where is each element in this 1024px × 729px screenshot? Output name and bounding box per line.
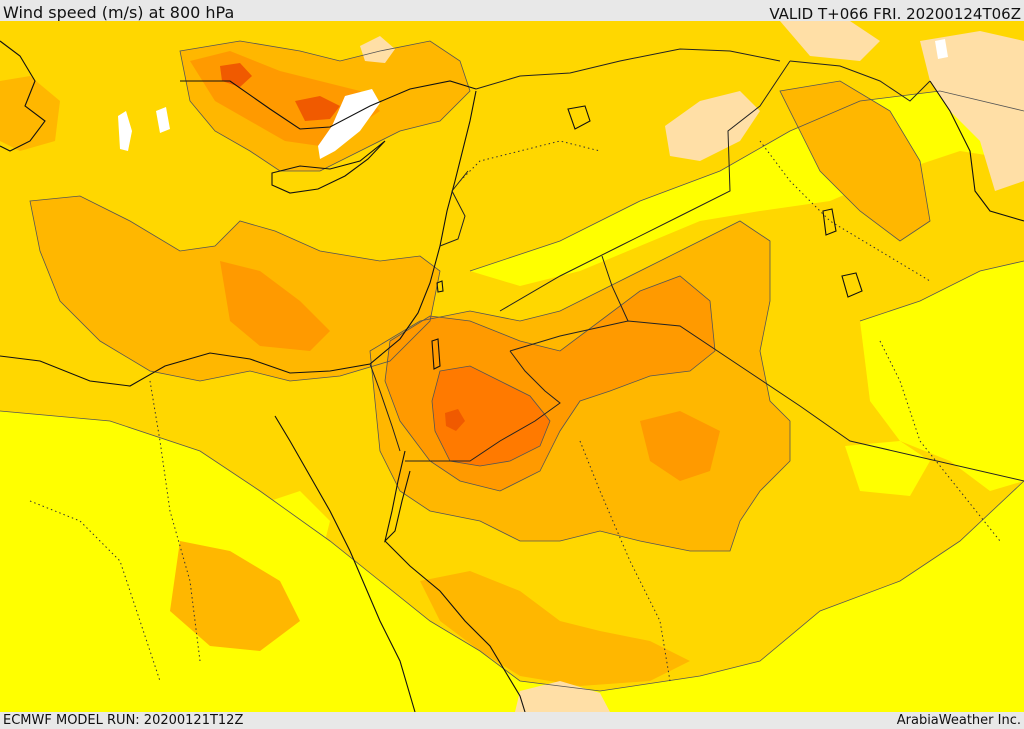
sea-of-galilee-outline: [436, 280, 444, 293]
contour-line-4: [384, 275, 716, 492]
header-bar: Wind speed (m/s) at 800 hPa VALID T+066 …: [0, 0, 1024, 23]
internal-border-2: [579, 440, 671, 682]
very-light-wind-patch-nw: [360, 36, 395, 63]
border-levant-iraq: [499, 60, 791, 312]
dead-sea-outline: [431, 338, 441, 370]
light-wind-patch-egypt: [0, 511, 90, 591]
border-syria-turkey: [475, 48, 781, 90]
strong-wind-region-iraq: [780, 81, 930, 241]
calm-patch-aegean-1: [118, 111, 132, 151]
very-light-wind-patch-iran: [920, 31, 1024, 191]
stronger-wind-patch-east: [640, 411, 720, 481]
coastline-aegean: [0, 40, 46, 152]
peak-wind-core-north: [295, 96, 340, 121]
contour-line-1: [0, 410, 1024, 692]
lake-east-outline: [822, 208, 837, 236]
border-lebanon-syria: [439, 170, 469, 247]
footer-bar: ECMWF MODEL RUN: 20200121T12Z ArabiaWeat…: [0, 712, 1024, 729]
internal-border-1: [149, 380, 201, 662]
internal-border-6: [29, 500, 161, 682]
strongest-wind-core: [432, 366, 550, 466]
stronger-wind-region-cyprus: [220, 261, 330, 351]
peak-wind-core-south: [445, 409, 465, 431]
coastline-cyprus: [271, 140, 386, 194]
map-title: Wind speed (m/s) at 800 hPa: [3, 3, 235, 22]
border-egypt-israel: [369, 363, 401, 452]
coastline-turkey: [180, 80, 477, 130]
contour-line-3: [369, 220, 791, 552]
contour-line-8: [779, 80, 931, 242]
contour-line-9: [859, 260, 1024, 322]
border-jordan-iraq: [601, 255, 629, 322]
light-wind-patch-sinai: [270, 491, 330, 566]
strong-wind-patch-west: [0, 76, 60, 151]
very-light-wind-patch-ne: [780, 21, 880, 61]
strong-wind-region-saudi: [420, 571, 690, 686]
strong-wind-region-nile: [170, 541, 300, 651]
coastline-gulf-of-suez: [274, 415, 416, 712]
lake-east-2-outline: [841, 272, 863, 298]
very-light-wind-patch-iraq: [665, 91, 760, 161]
calm-patch-east: [935, 39, 948, 59]
internal-border-5: [459, 140, 601, 182]
wind-speed-map[interactable]: [0, 21, 1024, 712]
coastline-red-sea-east: [384, 540, 526, 712]
credit-label: ArabiaWeather Inc.: [896, 713, 1021, 728]
lake-north-outline: [567, 105, 591, 130]
calm-patch-cyprus: [318, 89, 380, 159]
contour-line-7: [179, 40, 471, 172]
very-light-wind-patch-arabia: [515, 681, 610, 712]
contour-line-2: [29, 195, 441, 382]
coastline-persian-gulf: [929, 80, 1024, 222]
light-wind-region-east: [860, 261, 1024, 491]
valid-time: VALID T+066 FRI. 20200124T06Z: [769, 5, 1021, 23]
border-jordan-saudi-south: [405, 350, 561, 462]
calm-patch-aegean-2: [156, 107, 170, 133]
contour-line-6: [469, 90, 1024, 272]
border-iraq-iran: [789, 60, 931, 102]
contour-line-5: [431, 365, 551, 467]
model-run-label: ECMWF MODEL RUN: 20200121T12Z: [3, 713, 244, 728]
border-jordan-saudi: [509, 320, 1024, 482]
